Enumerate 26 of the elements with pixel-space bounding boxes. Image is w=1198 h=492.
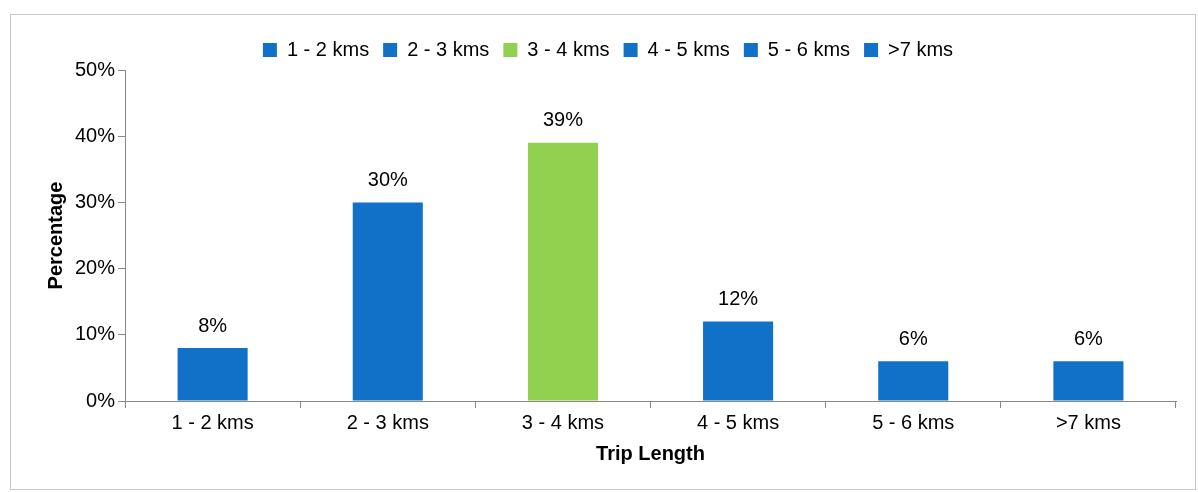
y-tick-label: 40% — [75, 123, 116, 146]
data-label: 12% — [718, 287, 759, 310]
data-label: 30% — [367, 167, 408, 190]
legend-label: 3 - 4 kms — [527, 37, 610, 60]
x-tick-label: 2 - 3 kms — [346, 410, 429, 433]
x-tick-label: 5 - 6 kms — [872, 410, 955, 433]
data-label: 6% — [1073, 326, 1104, 349]
legend-label: 2 - 3 kms — [407, 37, 490, 60]
data-label: 6% — [898, 326, 928, 349]
y-axis-title: Percentage — [43, 181, 66, 290]
legend-label: 1 - 2 kms — [286, 37, 370, 60]
data-label: 39% — [542, 108, 584, 131]
x-tick-label: 4 - 5 kms — [696, 410, 780, 433]
y-tick-label: 0% — [86, 388, 116, 411]
x-tick-label: 3 - 4 kms — [521, 410, 605, 433]
y-tick-label: 50% — [75, 57, 116, 80]
x-axis-title: Trip Length — [596, 441, 705, 464]
data-label: 8% — [198, 313, 228, 336]
legend-label: >7 kms — [888, 37, 954, 60]
legend-label: 4 - 5 kms — [647, 37, 730, 60]
y-tick-label: 30% — [75, 189, 116, 212]
x-tick-label: 1 - 2 kms — [171, 410, 254, 433]
x-tick-label: >7 kms — [1055, 410, 1121, 433]
y-tick-label: 10% — [75, 322, 116, 345]
y-tick-label: 20% — [75, 256, 116, 279]
legend-label: 5 - 6 kms — [767, 37, 851, 60]
